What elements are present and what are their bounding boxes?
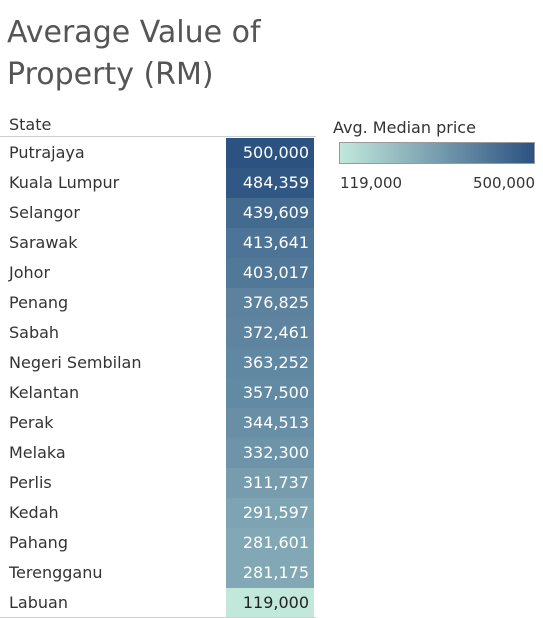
header-divider	[0, 136, 316, 137]
state-label: Pahang	[9, 533, 68, 552]
legend-min-label: 119,000	[340, 174, 403, 192]
table-row[interactable]: Melaka 332,300	[0, 438, 316, 468]
row-header-state[interactable]: State	[9, 115, 52, 134]
cell-value-label: 500,000	[242, 143, 309, 162]
heatmap-cell[interactable]: 291,597	[226, 498, 314, 528]
heatmap-cell[interactable]: 376,825	[226, 288, 314, 318]
table-row[interactable]: Kuala Lumpur 484,359	[0, 168, 316, 198]
state-label: Melaka	[9, 443, 66, 462]
table-row[interactable]: Sabah 372,461	[0, 318, 316, 348]
state-label: Penang	[9, 293, 69, 312]
state-label: Labuan	[9, 593, 68, 612]
table-row[interactable]: Kelantan 357,500	[0, 378, 316, 408]
cell-value-label: 291,597	[242, 503, 309, 522]
state-label: Sabah	[9, 323, 60, 342]
cell-value-label: 311,737	[242, 473, 309, 492]
legend-max-label: 500,000	[472, 174, 535, 192]
state-label: Sarawak	[9, 233, 78, 252]
heatmap-cell[interactable]: 344,513	[226, 408, 314, 438]
table-row[interactable]: Johor 403,017	[0, 258, 316, 288]
table-row[interactable]: Kedah 291,597	[0, 498, 316, 528]
state-label: Kelantan	[9, 383, 80, 402]
heatmap-cell[interactable]: 484,359	[226, 168, 314, 198]
state-label: Selangor	[9, 203, 80, 222]
heatmap-cell[interactable]: 439,609	[226, 198, 314, 228]
chart-title: Average Value of Property (RM)	[7, 15, 261, 92]
cell-value-label: 119,000	[242, 593, 309, 612]
cell-value-label: 281,601	[242, 533, 309, 552]
heatmap-cell[interactable]: 357,500	[226, 378, 314, 408]
table-row[interactable]: Labuan 119,000	[0, 588, 316, 618]
cell-value-label: 357,500	[242, 383, 309, 402]
table-row[interactable]: Putrajaya 500,000	[0, 138, 316, 168]
state-label: Putrajaya	[9, 143, 85, 162]
heatmap-cell[interactable]: 363,252	[226, 348, 314, 378]
table-row[interactable]: Pahang 281,601	[0, 528, 316, 558]
table-row[interactable]: Negeri Sembilan 363,252	[0, 348, 316, 378]
table-row[interactable]: Penang 376,825	[0, 288, 316, 318]
table-row[interactable]: Sarawak 413,641	[0, 228, 316, 258]
cell-value-label: 439,609	[242, 203, 309, 222]
table-row[interactable]: Terengganu 281,175	[0, 558, 316, 588]
cell-value-label: 372,461	[242, 323, 309, 342]
state-label: Perak	[9, 413, 54, 432]
cell-value-label: 344,513	[242, 413, 309, 432]
heatmap-cell[interactable]: 119,000	[226, 588, 314, 618]
heatmap-cell[interactable]: 311,737	[226, 468, 314, 498]
cell-value-label: 363,252	[242, 353, 309, 372]
heatmap-cell[interactable]: 403,017	[226, 258, 314, 288]
table-row[interactable]: Perak 344,513	[0, 408, 316, 438]
heatmap-cell[interactable]: 500,000	[226, 138, 314, 168]
state-label: Terengganu	[9, 563, 103, 582]
table-row[interactable]: Selangor 439,609	[0, 198, 316, 228]
heatmap-cell[interactable]: 413,641	[226, 228, 314, 258]
heatmap-cell[interactable]: 281,175	[226, 558, 314, 588]
state-label: Johor	[9, 263, 51, 282]
cell-value-label: 484,359	[242, 173, 309, 192]
cell-value-label: 332,300	[242, 443, 309, 462]
cell-value-label: 403,017	[242, 263, 309, 282]
table-row[interactable]: Perlis 311,737	[0, 468, 316, 498]
cell-value-label: 281,175	[242, 563, 309, 582]
heatmap-cell[interactable]: 372,461	[226, 318, 314, 348]
heatmap-table: Putrajaya 500,000 Kuala Lumpur 484,359 Selan…	[0, 138, 316, 618]
state-label: Kedah	[9, 503, 59, 522]
state-label: Perlis	[9, 473, 52, 492]
legend-title: Avg. Median price	[333, 118, 476, 137]
state-label: Negeri Sembilan	[9, 353, 142, 372]
heatmap-cell[interactable]: 281,601	[226, 528, 314, 558]
heatmap-cell[interactable]: 332,300	[226, 438, 314, 468]
color-legend-bar[interactable]	[339, 142, 535, 164]
cell-value-label: 413,641	[242, 233, 309, 252]
state-label: Kuala Lumpur	[9, 173, 120, 192]
cell-value-label: 376,825	[242, 293, 309, 312]
